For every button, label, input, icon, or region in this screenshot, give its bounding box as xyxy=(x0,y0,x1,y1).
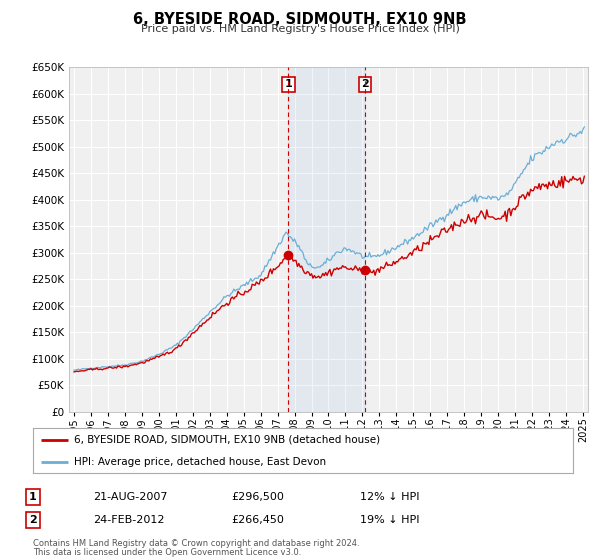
Text: Price paid vs. HM Land Registry's House Price Index (HPI): Price paid vs. HM Land Registry's House … xyxy=(140,24,460,34)
Text: 24-FEB-2012: 24-FEB-2012 xyxy=(93,515,164,525)
Text: 6, BYESIDE ROAD, SIDMOUTH, EX10 9NB (detached house): 6, BYESIDE ROAD, SIDMOUTH, EX10 9NB (det… xyxy=(74,435,380,445)
Text: 1: 1 xyxy=(29,492,37,502)
Text: 19% ↓ HPI: 19% ↓ HPI xyxy=(360,515,419,525)
Bar xyxy=(289,67,365,412)
Text: 2: 2 xyxy=(29,515,37,525)
Text: £296,500: £296,500 xyxy=(231,492,284,502)
Text: 1: 1 xyxy=(284,80,292,89)
Text: Contains HM Land Registry data © Crown copyright and database right 2024.: Contains HM Land Registry data © Crown c… xyxy=(33,539,359,548)
Text: £266,450: £266,450 xyxy=(231,515,284,525)
Text: 6, BYESIDE ROAD, SIDMOUTH, EX10 9NB: 6, BYESIDE ROAD, SIDMOUTH, EX10 9NB xyxy=(133,12,467,27)
Text: This data is licensed under the Open Government Licence v3.0.: This data is licensed under the Open Gov… xyxy=(33,548,301,557)
Text: 2: 2 xyxy=(361,80,369,89)
Text: HPI: Average price, detached house, East Devon: HPI: Average price, detached house, East… xyxy=(74,457,326,467)
Text: 12% ↓ HPI: 12% ↓ HPI xyxy=(360,492,419,502)
Text: 21-AUG-2007: 21-AUG-2007 xyxy=(93,492,167,502)
